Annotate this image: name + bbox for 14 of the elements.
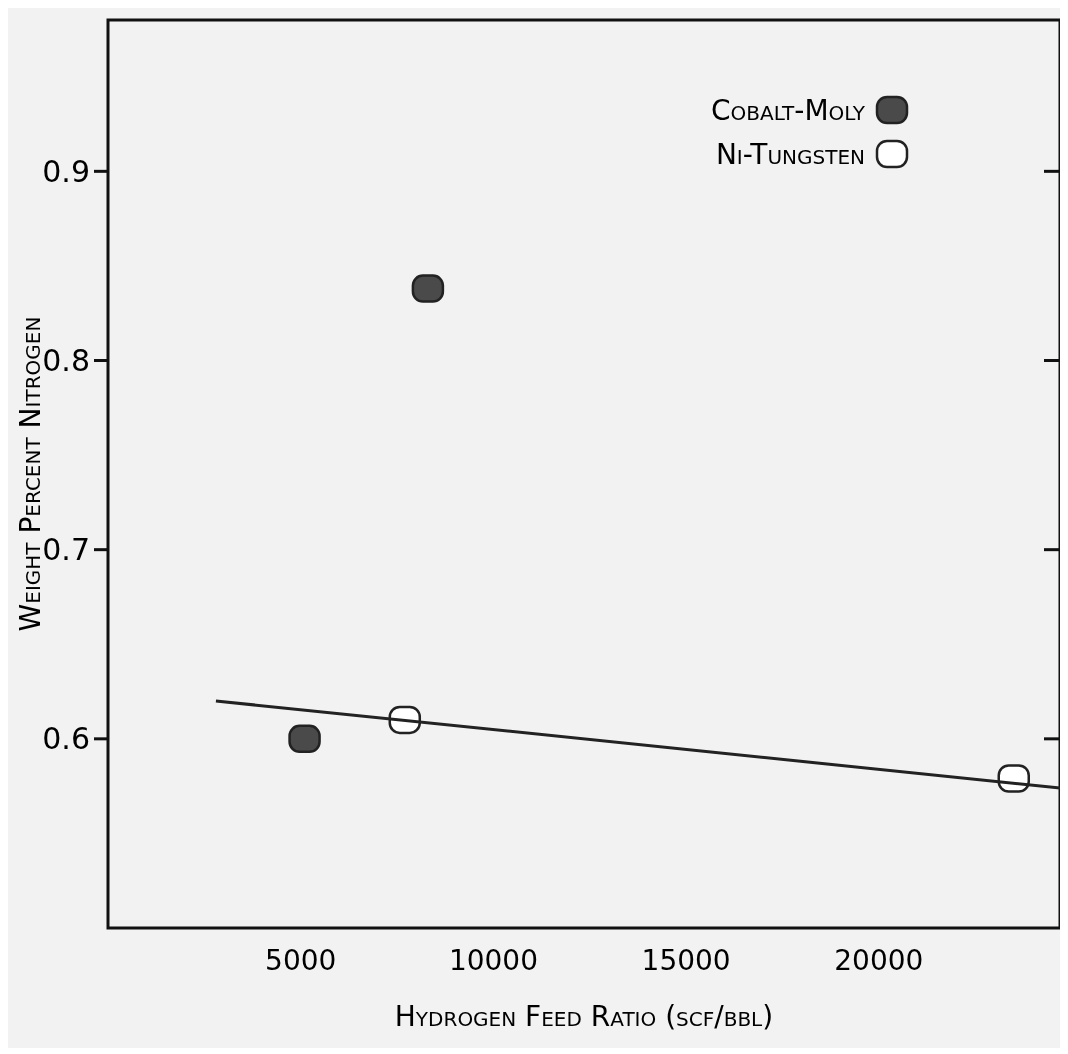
legend-label: Ni-Tungsten [715,137,865,171]
y-tick-label: 0.8 [42,343,90,378]
point [288,724,321,754]
x-tick-label: 5000 [265,944,337,977]
point [411,274,445,303]
x-axis-title: Hydrogen Feed Ratio (scf/bbl) [394,1000,774,1033]
legend-entry: Ni-Tungsten [715,137,909,171]
y-tick-label: 0.9 [42,153,90,189]
legend-entry: Cobalt-Moly [711,93,909,127]
x-tick-label: 15000 [641,944,731,977]
x-tick-label: 20000 [834,944,924,977]
x-tick-label: 10000 [448,944,538,977]
y-tick-label: 0.6 [42,721,90,757]
legend-label: Cobalt-Moly [710,93,866,127]
